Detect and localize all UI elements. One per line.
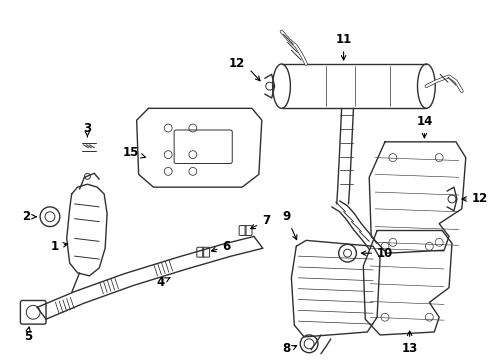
Text: 6: 6 <box>212 240 231 253</box>
Text: 4: 4 <box>156 276 170 289</box>
Text: 7: 7 <box>250 214 270 229</box>
Text: 13: 13 <box>401 331 418 355</box>
Text: 9: 9 <box>282 210 297 240</box>
Text: 14: 14 <box>416 115 433 138</box>
Text: 11: 11 <box>336 33 352 60</box>
Text: 2: 2 <box>22 210 36 223</box>
Text: 5: 5 <box>24 330 32 343</box>
Text: 1: 1 <box>51 240 68 253</box>
Text: 15: 15 <box>122 146 146 159</box>
Text: 12: 12 <box>462 193 488 206</box>
Text: 12: 12 <box>229 58 245 71</box>
Text: 10: 10 <box>362 247 393 260</box>
Text: 3: 3 <box>83 122 92 135</box>
Text: 8: 8 <box>282 342 291 355</box>
